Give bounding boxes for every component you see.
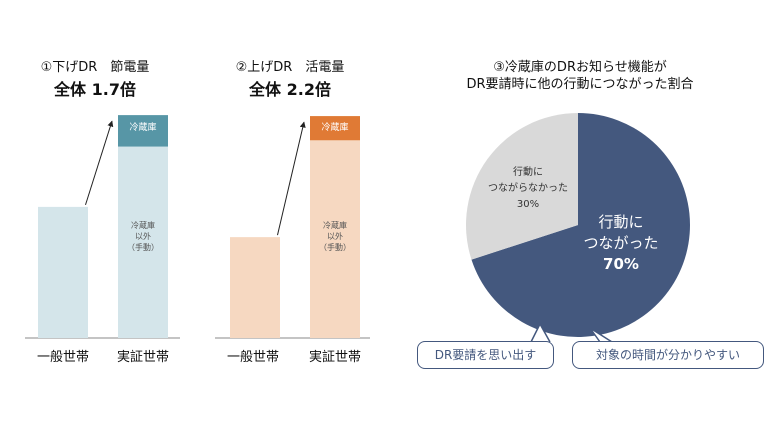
- panel2-other-label-line1: 冷蔵庫: [323, 221, 347, 230]
- panel2-title: ②上げDR 活電量: [235, 60, 345, 75]
- panel1-headline: 全体 1.7倍: [54, 80, 136, 99]
- panel1-other-label-line2: 以外: [135, 232, 151, 241]
- callout-remind-tail: [530, 322, 551, 343]
- callout-easy-time: 対象の時間が分かりやすい: [572, 341, 764, 369]
- panel1-other-label-line1: 冷蔵庫: [131, 221, 155, 230]
- panel1-bar-1-fridge: [118, 115, 168, 147]
- panel2-bar-1-other: [310, 140, 360, 338]
- pie-label-main-line2: つながった: [583, 234, 659, 252]
- panel1-growth-arrow: [85, 120, 114, 206]
- callout-easy-time-tail: [589, 327, 613, 343]
- panel2-bar-0-other: [230, 237, 280, 338]
- panel1-fridge-label: 冷蔵庫: [129, 123, 157, 133]
- pie-label-other-line1: 行動に: [513, 167, 543, 178]
- panel2-growth-arrow: [277, 121, 306, 236]
- panel3-title-line2: DR要請時に他の行動につながった割合: [466, 77, 694, 92]
- panel2-other-label: 冷蔵庫 以外 （手動）: [310, 220, 360, 253]
- panel2-xlabel-trial: 実証世帯: [308, 350, 361, 365]
- panel1-other-label-line3: （手動）: [127, 243, 159, 252]
- panel1-xlabel-general: 一般世帯: [36, 350, 89, 365]
- panel2-other-label-line3: （手動）: [319, 243, 351, 252]
- panel2-bar-1-fridge: [310, 116, 360, 141]
- panel1-title: ①下げDR 節電量: [40, 60, 150, 75]
- panel2-fridge-label: 冷蔵庫: [321, 123, 349, 133]
- panel2-headline: 全体 2.2倍: [249, 80, 331, 99]
- pie-label-other-line2: つながらなかった: [488, 183, 568, 194]
- pie-label-main-line1: 行動に: [598, 213, 644, 231]
- pie-slice-1: [466, 113, 578, 260]
- panel1-bar-0-other: [38, 206, 88, 338]
- pie-slice-0: [471, 113, 691, 338]
- pie-label-other-pct: 30%: [516, 199, 540, 210]
- panel3-title-line1: ③冷蔵庫のDRお知らせ機能が: [493, 60, 667, 75]
- panel2-xlabel-general: 一般世帯: [226, 350, 279, 365]
- panel1-xlabel-trial: 実証世帯: [116, 350, 169, 365]
- pie-label-main-pct: 70%: [603, 255, 639, 273]
- panel1-bar-1-other: [118, 146, 168, 338]
- panel2-other-label-line2: 以外: [327, 232, 343, 241]
- pie-label-main: 行動に つながった 70%: [566, 212, 676, 275]
- callout-remind: DR要請を思い出す: [417, 341, 554, 369]
- panel1-other-label: 冷蔵庫 以外 （手動）: [118, 220, 168, 253]
- pie-label-other: 行動に つながらなかった 30%: [468, 165, 588, 213]
